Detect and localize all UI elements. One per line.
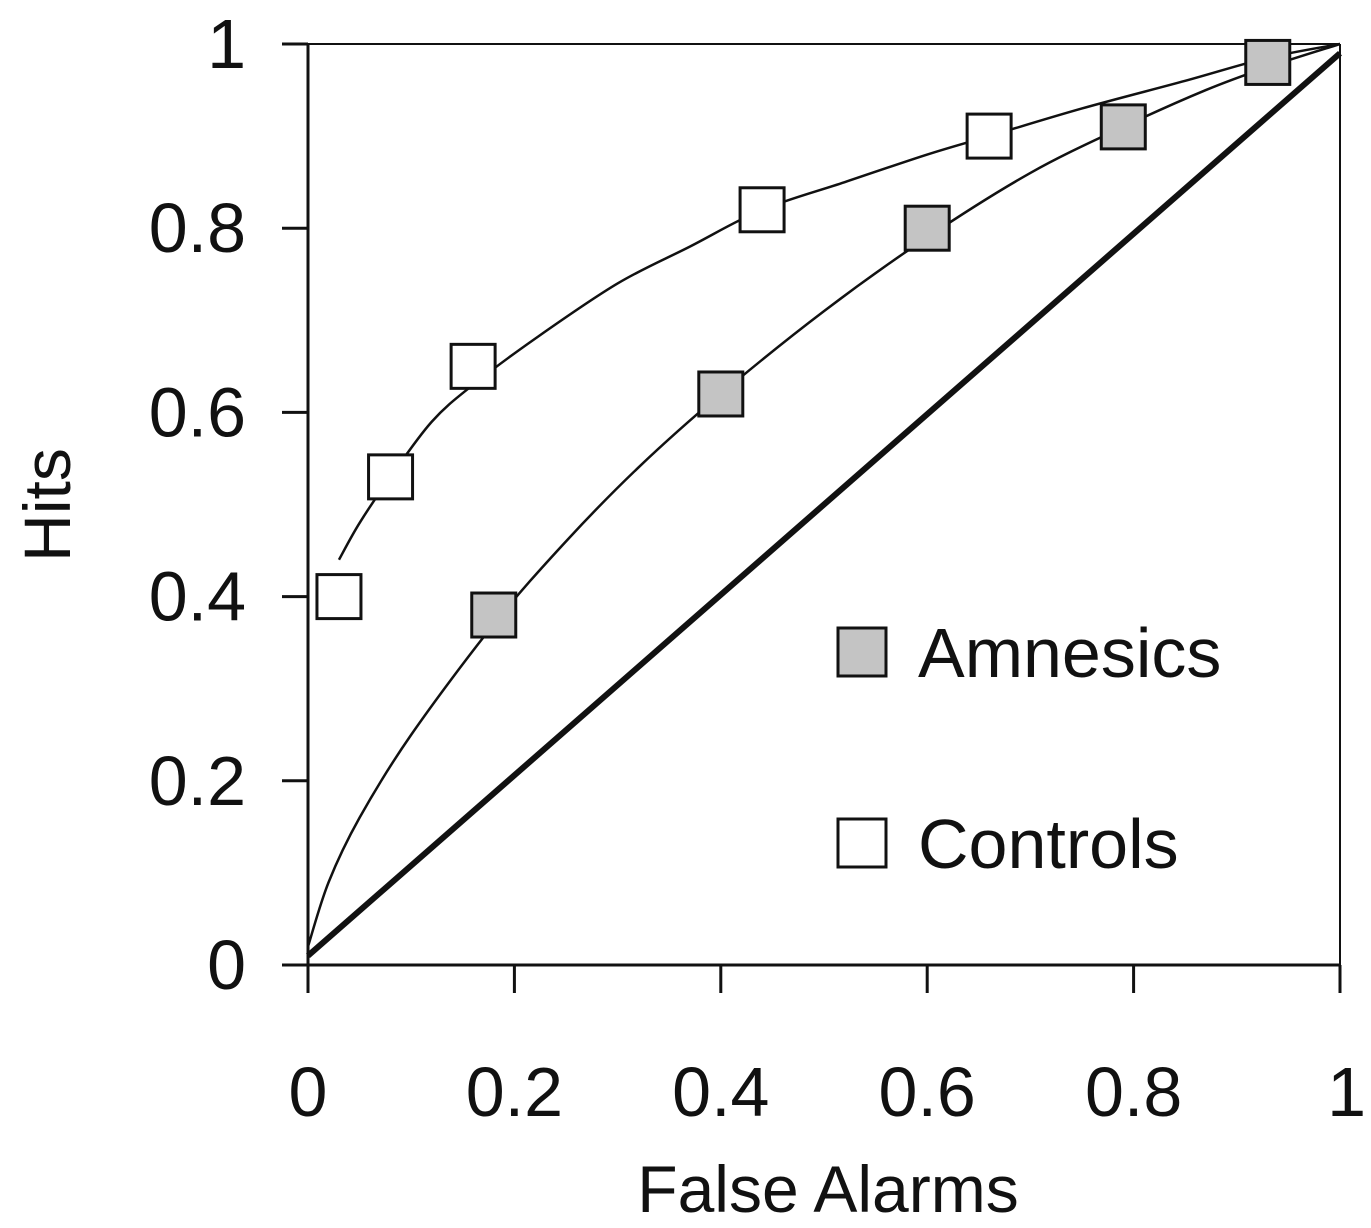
x-tick-label: 0.4 [672, 1053, 769, 1131]
y-axis-label: Hits [10, 448, 84, 562]
x-tick-label: 0 [289, 1053, 328, 1131]
curve-controls [337, 42, 1341, 561]
marker-amnesics [903, 204, 951, 252]
x-axis-ticks: 0 0.2 0.4 0.6 0.8 1 [289, 965, 1366, 1131]
marker-amnesics [1244, 38, 1292, 86]
legend-label-controls: Controls [918, 805, 1179, 883]
x-tick-label: 0.6 [879, 1053, 976, 1131]
x-axis-label: False Alarms [637, 1152, 1018, 1226]
marker-amnesics [697, 370, 745, 418]
y-tick-label: 0.2 [149, 742, 246, 820]
legend-label-amnesics: Amnesics [918, 614, 1221, 692]
x-tick-label: 0.8 [1085, 1053, 1182, 1131]
x-tick-label: 1 [1327, 1053, 1366, 1131]
y-tick-label: 0.6 [149, 373, 246, 451]
y-tick-label: 0.8 [149, 189, 246, 267]
legend-item-controls: Controls [836, 805, 1179, 883]
marker-layer [315, 38, 1292, 639]
marker-controls [738, 186, 786, 234]
chance-line-layer [306, 50, 1342, 959]
curve-amnesics [306, 42, 1341, 947]
marker-controls [367, 453, 415, 501]
marker-controls [449, 342, 497, 390]
y-axis-ticks: 0 0.2 0.4 0.6 0.8 1 [149, 5, 308, 1004]
y-tick-label: 1 [207, 5, 246, 83]
legend-item-amnesics: Amnesics [836, 614, 1221, 692]
legend: Amnesics Controls [836, 614, 1221, 883]
chance-line [306, 50, 1342, 959]
marker-controls [965, 112, 1013, 160]
plot-frame [306, 43, 1341, 967]
y-tick-label: 0.4 [149, 558, 246, 636]
marker-amnesics [1099, 103, 1147, 151]
curve-layer [306, 42, 1341, 947]
y-tick-label: 0 [207, 926, 246, 1004]
marker-controls [315, 573, 363, 621]
marker-amnesics [470, 591, 518, 639]
legend-marker-amnesics [836, 626, 888, 678]
legend-marker-controls [836, 817, 888, 869]
x-tick-label: 0.2 [466, 1053, 563, 1131]
